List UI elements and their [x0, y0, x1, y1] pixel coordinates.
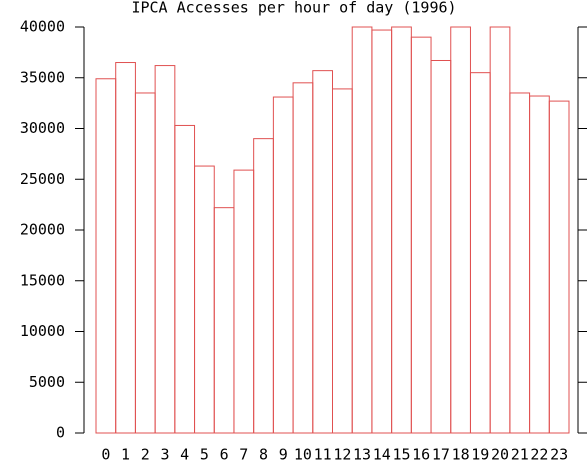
x-tick-label: 7 — [239, 446, 248, 461]
bar — [272, 96, 294, 434]
y-tick-label: 5000 — [29, 373, 65, 391]
bar — [312, 70, 333, 434]
bar — [194, 165, 215, 434]
bar — [332, 88, 353, 434]
x-tick-label: 15 — [392, 446, 410, 461]
bar — [410, 36, 432, 434]
y-tick-label: 0 — [56, 424, 65, 442]
x-tick-label: 20 — [491, 446, 509, 461]
x-tick-label: 4 — [180, 446, 189, 461]
bar — [154, 65, 176, 434]
chart-title: IPCA Accesses per hour of day (1996) — [131, 0, 456, 17]
x-tick-label: 17 — [432, 446, 450, 461]
y-tick-label: 10000 — [20, 322, 65, 340]
bar — [450, 26, 471, 434]
x-tick-label: 9 — [279, 446, 288, 461]
y-tick-label: 25000 — [20, 170, 65, 188]
bar — [430, 59, 452, 434]
bar — [134, 92, 156, 434]
x-tick-label: 13 — [353, 446, 371, 461]
bar — [292, 82, 314, 434]
x-tick-label: 12 — [333, 446, 351, 461]
x-tick-label: 16 — [412, 446, 430, 461]
x-tick-label: 11 — [314, 446, 332, 461]
y-tick-label: 15000 — [20, 271, 65, 289]
bar — [391, 26, 412, 434]
y-tick-label: 30000 — [20, 119, 65, 137]
x-tick-label: 14 — [373, 446, 391, 461]
x-tick-label: 23 — [550, 446, 568, 461]
x-tick-label: 3 — [160, 446, 169, 461]
x-tick-label: 1 — [121, 446, 130, 461]
x-tick-label: 21 — [511, 446, 529, 461]
y-tick-label: 35000 — [20, 68, 65, 86]
bar — [469, 72, 491, 434]
bar — [529, 95, 550, 434]
x-tick-label: 22 — [530, 446, 548, 461]
bar — [351, 26, 373, 434]
x-tick-label: 19 — [471, 446, 489, 461]
x-tick-label: 0 — [101, 446, 110, 461]
bar — [213, 207, 235, 434]
x-tick-label: 18 — [452, 446, 470, 461]
x-tick-label: 2 — [141, 446, 150, 461]
y-tick-label: 40000 — [20, 18, 65, 36]
bar — [115, 62, 136, 434]
bar — [371, 29, 393, 434]
y-tick-label: 20000 — [20, 221, 65, 239]
bar — [253, 138, 274, 434]
bar — [95, 78, 117, 434]
x-tick-label: 6 — [220, 446, 229, 461]
bar — [509, 92, 531, 434]
x-tick-label: 5 — [200, 446, 209, 461]
x-tick-label: 10 — [294, 446, 312, 461]
bar — [174, 124, 196, 434]
bar — [548, 100, 570, 434]
bar — [233, 169, 255, 434]
bar — [489, 26, 511, 434]
x-tick-label: 8 — [259, 446, 268, 461]
